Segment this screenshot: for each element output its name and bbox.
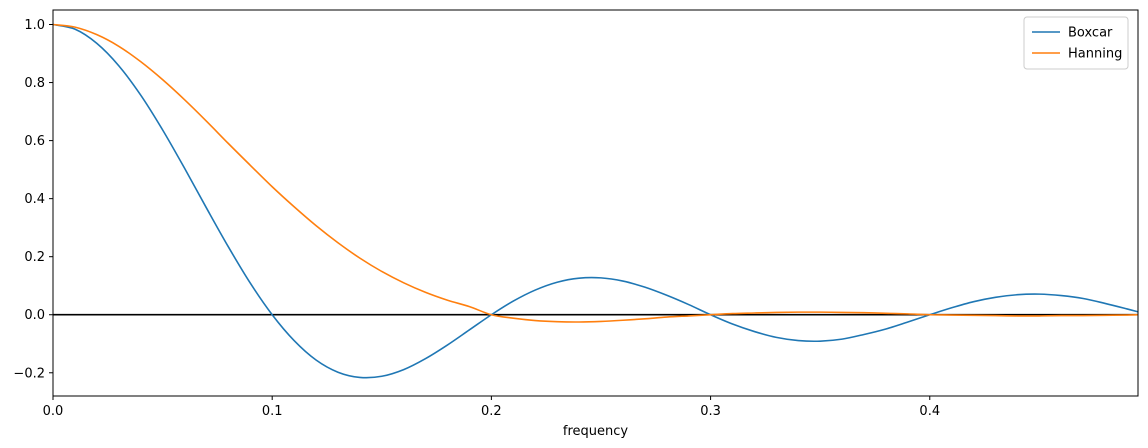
x-tick-label: 0.3	[700, 404, 721, 419]
x-axis-label: frequency	[563, 424, 629, 439]
x-tick-label: 0.1	[262, 404, 283, 419]
y-tick-label: 0.0	[24, 308, 45, 323]
y-tick-label: 0.8	[24, 76, 45, 91]
x-tick-label: 0.0	[43, 404, 64, 419]
legend-label-boxcar: Boxcar	[1068, 26, 1113, 41]
y-tick-label: 0.6	[24, 134, 45, 149]
legend-box	[1023, 16, 1129, 70]
x-tick-label: 0.4	[919, 404, 940, 419]
y-tick-label: −0.2	[13, 366, 45, 381]
x-tick-label: 0.2	[481, 404, 502, 419]
legend-label-hanning: Hanning	[1068, 47, 1122, 62]
x-axis: 0.0 0.1 0.2 0.3 0.4	[43, 396, 940, 419]
series-line-boxcar	[52, 23, 1139, 379]
y-tick-label: 0.2	[24, 250, 45, 265]
y-tick-label: 1.0	[24, 18, 45, 33]
legend: Boxcar Hanning	[1023, 16, 1129, 70]
y-tick-label: 0.4	[24, 192, 45, 207]
series-layer	[52, 23, 1139, 379]
plot-area	[53, 10, 1138, 396]
y-axis: −0.2 0.0 0.2 0.4 0.6 0.8 1.0	[13, 18, 53, 381]
plot-frame	[52, 9, 1139, 397]
series-line-hanning	[52, 23, 1139, 323]
